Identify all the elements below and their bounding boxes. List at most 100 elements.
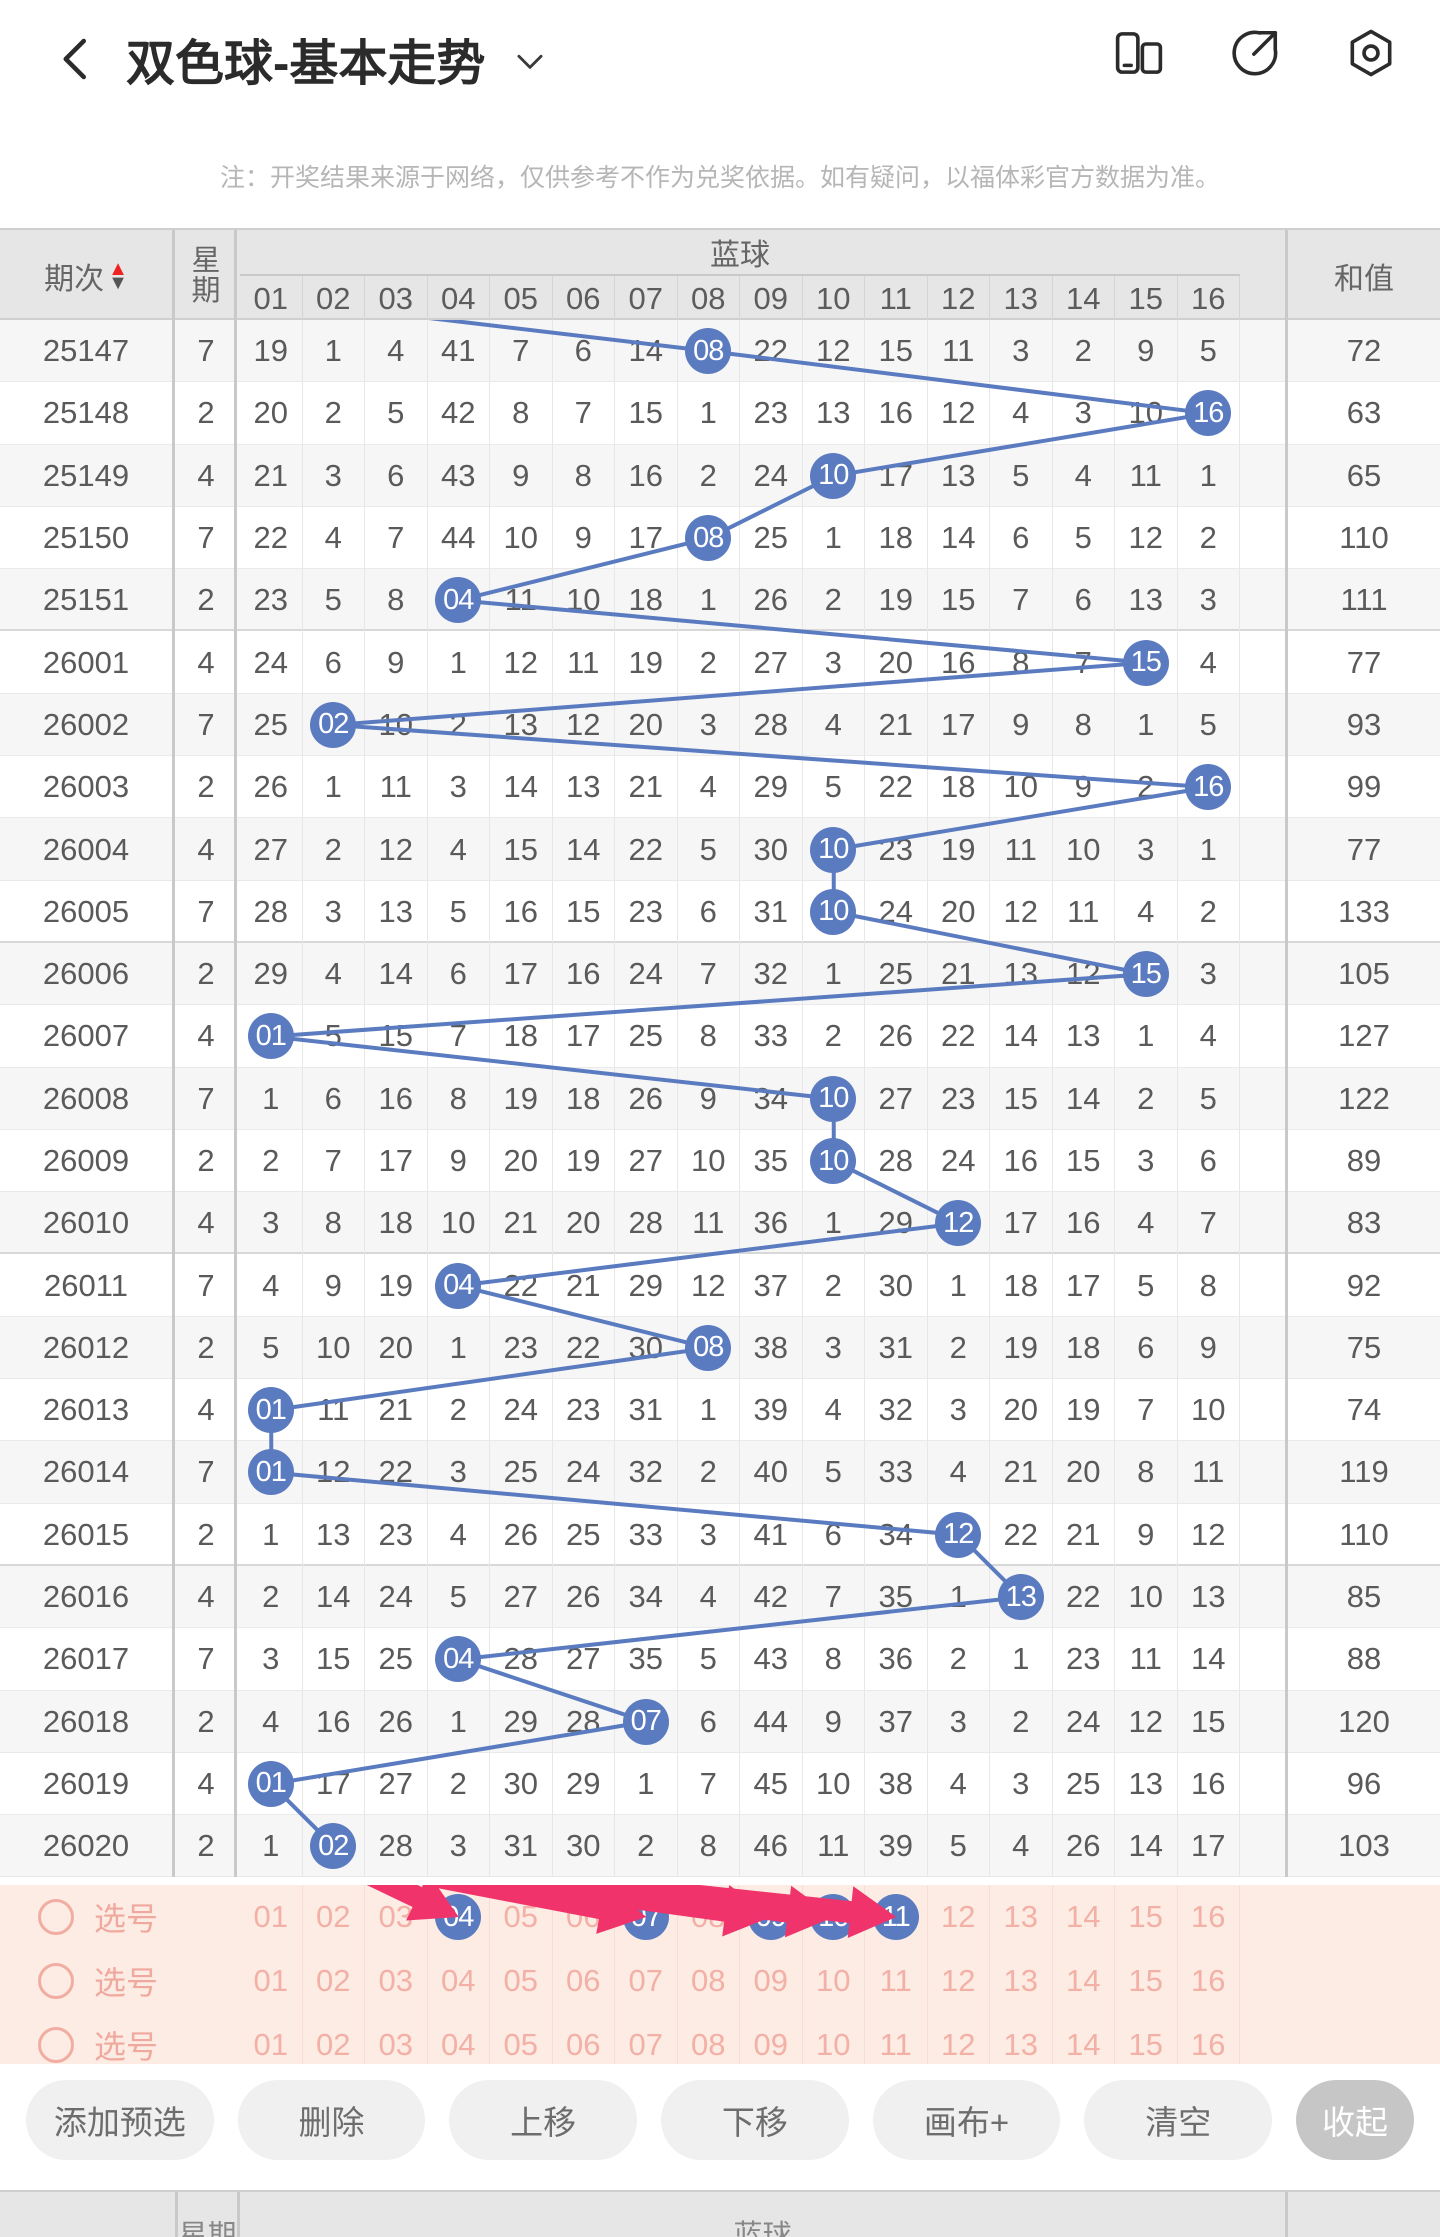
table-row[interactable]: 26003 2 26 1 11 3 14 13 21 4 29 5 22 18 10 9 2 16 99 (0, 756, 1440, 819)
split-screen-icon[interactable] (1112, 26, 1166, 80)
selection-ball-option[interactable]: 09 (740, 2013, 803, 2077)
selection-row[interactable]: 选号 01 02 03 04 05 06 07 08 09 10 11 12 13 14 15 16 (0, 1949, 1440, 2013)
selection-ball-option[interactable]: 15 (1115, 2013, 1178, 2077)
table-row[interactable]: 25149 4 21 3 6 43 9 8 16 2 24 10 17 13 5 4 11 1 65 (0, 444, 1440, 507)
table-row[interactable]: 25147 7 19 1 4 41 7 6 14 08 22 12 15 11 3 2 9 5 72 (0, 320, 1440, 383)
selection-ball-marker[interactable]: 07 (622, 1894, 669, 1940)
table-row[interactable]: 26014 7 01 12 22 3 25 24 32 2 40 5 33 4 21 20 8 11 119 (0, 1441, 1440, 1504)
table-row[interactable]: 26005 7 28 3 13 5 16 15 23 6 31 10 24 20 12 11 4 2 133 (0, 880, 1440, 943)
selection-ball-option[interactable]: 05 (490, 2013, 553, 2077)
table-row[interactable]: 26004 4 27 2 12 4 15 14 22 5 30 10 23 19 11 10 3 1 77 (0, 818, 1440, 881)
selection-ball-option[interactable]: 10 (803, 2013, 865, 2077)
selection-ball-option[interactable]: 05 (490, 1949, 553, 2013)
selection-ball-option[interactable]: 12 (928, 2013, 990, 2077)
selection-ball-option[interactable]: 08 (678, 1885, 740, 1949)
table-row[interactable]: 25150 7 22 4 7 44 10 9 17 08 25 1 18 14 6 5 12 2 110 (0, 506, 1440, 570)
selection-ball-option[interactable]: 06 (553, 2013, 615, 2077)
selection-ball-option[interactable]: 15 (1115, 1885, 1178, 1949)
selection-ball-option[interactable]: 13 (990, 2013, 1053, 2077)
selection-ball-option[interactable]: 01 (240, 2013, 303, 2077)
selection-ball-option[interactable]: 13 (990, 1949, 1053, 2013)
selection-ball-option[interactable]: 16 (1178, 1885, 1240, 1949)
clear-button[interactable]: 清空 (1084, 2080, 1273, 2160)
selection-ball-selected[interactable]: 11 (865, 1885, 928, 1949)
selection-ball-option[interactable]: 10 (803, 1949, 865, 2013)
table-row[interactable]: 26015 2 1 13 23 4 26 25 33 3 41 6 34 12 22 21 9 12 110 (0, 1503, 1440, 1566)
radio-circle-icon[interactable] (38, 1963, 74, 1999)
selection-ball-option[interactable]: 01 (240, 1949, 303, 2013)
selection-ball-option[interactable]: 03 (365, 1949, 428, 2013)
selection-ball-option[interactable]: 14 (1053, 1949, 1115, 2013)
table-row[interactable]: 26010 4 3 8 18 10 21 20 28 11 36 1 29 12 17 16 4 7 83 (0, 1192, 1440, 1255)
selection-ball-option[interactable]: 16 (1178, 1949, 1240, 2013)
table-row[interactable]: 26018 2 4 16 26 1 29 28 07 6 44 9 37 3 2 24 12 15 120 (0, 1690, 1440, 1753)
selection-ball-option[interactable]: 07 (615, 1949, 678, 2013)
selection-ball-marker[interactable]: 09 (747, 1894, 794, 1940)
selection-ball-marker[interactable]: 10 (810, 1894, 857, 1940)
selection-ball-marker[interactable]: 04 (435, 1894, 482, 1940)
selection-ball-option[interactable]: 11 (865, 1949, 928, 2013)
table-row[interactable]: 26020 2 1 02 28 3 31 30 2 8 46 11 39 5 4 26 14 17 103 (0, 1815, 1440, 1878)
selection-ball-option[interactable]: 12 (928, 1949, 990, 2013)
selection-ball-option[interactable]: 12 (928, 1885, 990, 1949)
header-ball-col-11[interactable]: 11 (865, 276, 928, 322)
selection-ball-option[interactable]: 04 (428, 1949, 490, 2013)
selection-ball-option[interactable]: 01 (240, 1885, 303, 1949)
header-ball-col-07[interactable]: 07 (615, 276, 678, 322)
selection-ball-option[interactable]: 02 (303, 1949, 365, 2013)
table-row[interactable]: 26017 7 3 15 25 04 28 27 35 5 43 8 36 2 1 23 11 14 88 (0, 1628, 1440, 1691)
selection-ball-option[interactable]: 06 (553, 1885, 615, 1949)
selection-ball-option[interactable]: 03 (365, 1885, 428, 1949)
header-ball-col-14[interactable]: 14 (1053, 276, 1115, 322)
move-up-button[interactable]: 上移 (449, 2080, 638, 2160)
header-ball-col-01[interactable]: 01 (240, 276, 303, 322)
table-row[interactable]: 26016 4 2 14 24 5 27 26 34 4 42 7 35 1 13 22 10 13 85 (0, 1565, 1440, 1629)
header-ball-col-04[interactable]: 04 (428, 276, 490, 322)
canvas-add-button[interactable]: 画布+ (872, 2080, 1061, 2160)
selection-row-label[interactable]: 选号 (0, 1885, 237, 1949)
selection-ball-option[interactable]: 03 (365, 2013, 428, 2077)
selection-ball-selected[interactable]: 04 (428, 1885, 490, 1949)
selection-ball-option[interactable]: 07 (615, 2013, 678, 2077)
table-row[interactable]: 26011 7 4 9 19 04 22 21 29 12 37 2 30 1 18 17 5 8 92 (0, 1254, 1440, 1317)
selection-ball-selected[interactable]: 07 (615, 1885, 678, 1949)
selection-ball-option[interactable]: 06 (553, 1949, 615, 2013)
selection-ball-selected[interactable]: 10 (803, 1885, 865, 1949)
header-ball-col-13[interactable]: 13 (990, 276, 1053, 322)
selection-ball-option[interactable]: 14 (1053, 2013, 1115, 2077)
sort-desc-icon[interactable]: ▼ (108, 272, 128, 294)
selection-ball-option[interactable]: 14 (1053, 1885, 1115, 1949)
table-row[interactable]: 26001 4 24 6 9 1 12 11 19 2 27 3 20 16 8 7 15 4 77 (0, 631, 1440, 694)
collapse-button[interactable]: 收起 (1296, 2080, 1415, 2160)
selection-ball-option[interactable]: 15 (1115, 1949, 1178, 2013)
sort-asc-icon[interactable]: ▲ (108, 258, 128, 280)
selection-ball-option[interactable]: 08 (678, 2013, 740, 2077)
table-row[interactable]: 26012 2 5 10 20 1 23 22 30 08 38 3 31 2 19 18 6 9 75 (0, 1316, 1440, 1380)
selection-ball-option[interactable]: 02 (303, 2013, 365, 2077)
header-ball-col-06[interactable]: 06 (553, 276, 615, 322)
selection-ball-option[interactable]: 09 (740, 1949, 803, 2013)
header-ball-col-02[interactable]: 02 (303, 276, 365, 322)
table-row[interactable]: 25151 2 23 5 8 04 11 10 18 1 26 2 19 15 7 6 13 3 111 (0, 569, 1440, 632)
selection-ball-option[interactable]: 08 (678, 1949, 740, 2013)
selection-ball-selected[interactable]: 09 (740, 1885, 803, 1949)
header-ball-col-03[interactable]: 03 (365, 276, 428, 322)
table-row[interactable]: 26008 7 1 6 16 8 19 18 26 9 34 10 27 23 15 14 2 5 122 (0, 1067, 1440, 1130)
settings-hexagon-icon[interactable] (1344, 26, 1398, 80)
selection-ball-option[interactable]: 13 (990, 1885, 1053, 1949)
selection-ball-option[interactable]: 11 (865, 2013, 928, 2077)
table-row[interactable]: 26007 4 01 5 15 7 18 17 25 8 33 2 26 22 14 13 1 4 127 (0, 1005, 1440, 1068)
header-issue[interactable]: 期次 ▲ ▼ (0, 230, 175, 322)
header-ball-col-09[interactable]: 09 (740, 276, 803, 322)
table-row[interactable]: 25148 2 20 2 5 42 8 7 15 1 23 13 16 12 4 3 10 16 63 (0, 382, 1440, 445)
selection-row-label[interactable]: 选号 (0, 2013, 237, 2077)
table-row[interactable]: 26019 4 01 17 27 2 30 29 1 7 45 10 38 4 3 25 13 16 96 (0, 1752, 1440, 1816)
table-row[interactable]: 26009 2 2 7 17 9 20 19 27 10 35 10 28 24 16 15 3 6 89 (0, 1129, 1440, 1193)
header-ball-col-08[interactable]: 08 (678, 276, 740, 322)
selection-ball-option[interactable]: 05 (490, 1885, 553, 1949)
header-ball-col-16[interactable]: 16 (1178, 276, 1240, 322)
share-external-icon[interactable] (1228, 26, 1282, 80)
table-row[interactable]: 26013 4 01 11 21 2 24 23 31 1 39 4 32 3 20 19 7 10 74 (0, 1379, 1440, 1442)
selection-ball-marker[interactable]: 11 (872, 1894, 919, 1940)
radio-circle-icon[interactable] (38, 1899, 74, 1935)
